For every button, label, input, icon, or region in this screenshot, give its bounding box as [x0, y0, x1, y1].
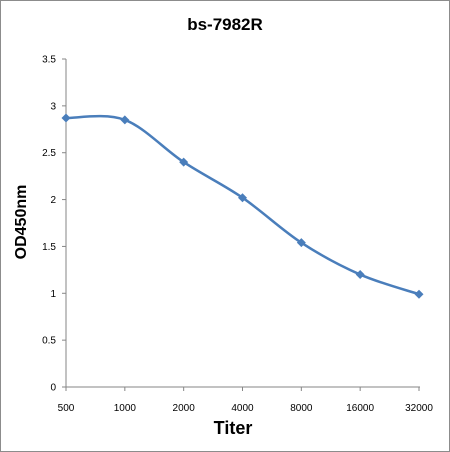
y-tick-label: 0 [50, 383, 56, 394]
y-axis-title: OD450nm [13, 185, 30, 260]
y-tick-label: 2 [50, 195, 56, 206]
y-tick-label: 0.5 [42, 336, 56, 347]
x-axis-title: Titer [214, 418, 253, 438]
y-tick-label: 1.5 [42, 242, 56, 253]
x-tick-label: 16000 [346, 403, 374, 414]
chart-title: bs-7982R [187, 15, 263, 34]
data-point-marker [61, 113, 71, 123]
data-point-marker [238, 193, 247, 203]
x-tick-label: 4000 [231, 403, 254, 414]
y-tick-label: 3.5 [42, 55, 56, 66]
x-tick-label: 32000 [405, 403, 433, 414]
x-tick-label: 500 [58, 403, 75, 414]
data-point-marker [414, 289, 424, 299]
y-axis-ticks: 0 0.5 1 1.5 2 2.5 3 3.5 [42, 55, 66, 394]
x-axis-ticks: 500 1000 2000 4000 8000 16000 32000 [58, 387, 433, 414]
series-line [65, 114, 420, 296]
data-point-marker [355, 270, 365, 280]
x-tick-label: 2000 [173, 403, 196, 414]
data-point-marker [296, 238, 306, 248]
data-point-marker [120, 115, 130, 125]
series-group [61, 113, 424, 299]
x-tick-label: 1000 [114, 403, 137, 414]
y-tick-label: 3 [50, 101, 56, 112]
data-point-marker [179, 157, 189, 167]
y-tick-label: 2.5 [42, 148, 56, 159]
x-tick-label: 8000 [290, 403, 313, 414]
y-tick-label: 1 [50, 289, 56, 300]
